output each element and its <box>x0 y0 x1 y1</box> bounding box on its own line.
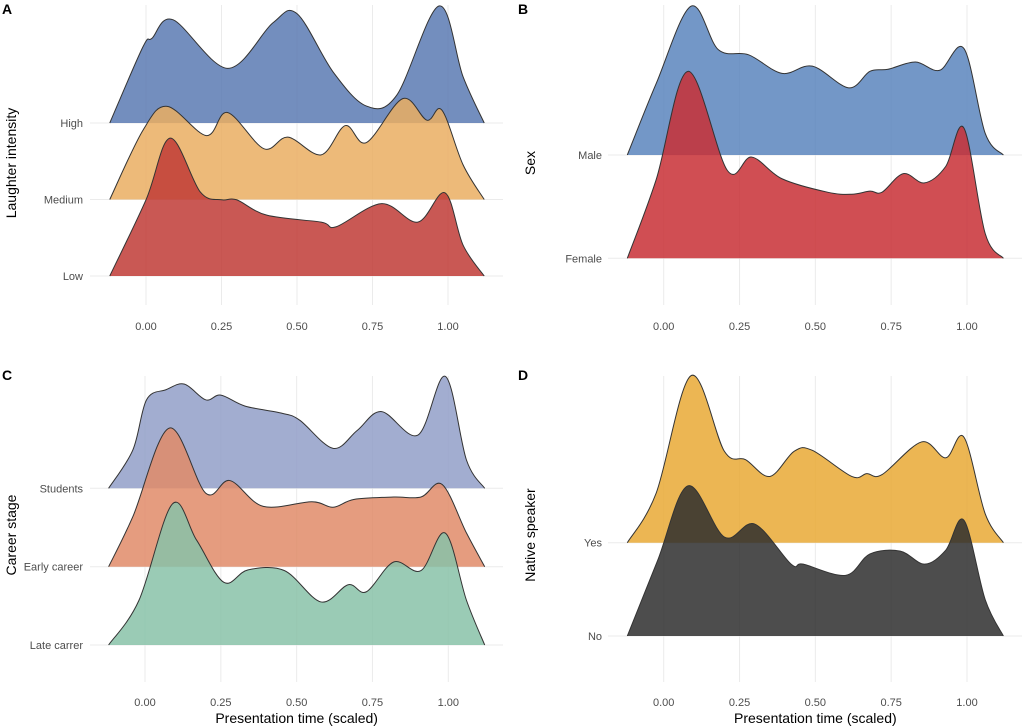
panel-letter: A <box>2 1 12 17</box>
panel-d: Yes No 0.00 0.25 0.50 0.75 1.00 D Native speaker… <box>518 367 1022 726</box>
ridge-fill-students <box>108 376 485 489</box>
y-tick-label: Female <box>565 253 602 265</box>
ridge-fill-late-carrer <box>108 502 485 645</box>
x-tick-label: 0.75 <box>362 321 383 333</box>
ridge-outline <box>108 375 486 489</box>
ridge-fill-low <box>109 138 485 276</box>
ridge-fill-high <box>109 5 485 124</box>
ridge-fill-no <box>627 485 1004 636</box>
x-tick-label: 0.50 <box>286 321 307 333</box>
panel-letter: D <box>518 367 528 383</box>
y-tick-label: Low <box>63 271 83 283</box>
y-axis-title: Native speaker <box>522 488 538 582</box>
panel-letter: B <box>518 1 528 17</box>
ridge-outline <box>626 70 1004 259</box>
x-tick-label: 0.75 <box>880 321 901 333</box>
panel-b: Male Female 0.00 0.25 0.50 0.75 1.00 B Sex <box>518 1 1022 333</box>
y-tick-label: High <box>60 118 83 130</box>
x-tick-label: 1.00 <box>437 321 458 333</box>
x-tick-label: 0.75 <box>362 697 383 709</box>
x-tick-label: 0.25 <box>210 697 231 709</box>
x-tick-label: 0.00 <box>653 321 674 333</box>
x-tick-label: 1.00 <box>438 697 459 709</box>
y-tick-label: Late carrer <box>30 640 84 652</box>
ridge-fill-female <box>627 71 1004 259</box>
y-tick-label: Students <box>40 483 84 495</box>
x-tick-label: 0.25 <box>729 697 750 709</box>
y-axis-title: Career stage <box>3 494 19 575</box>
ridge-outline <box>626 485 1004 637</box>
x-tick-label: 1.00 <box>956 697 977 709</box>
x-tick-label: 0.00 <box>134 697 155 709</box>
ridge-outline <box>108 427 486 567</box>
ridge-fill-yes <box>627 375 1004 543</box>
x-tick-label: 0.50 <box>805 697 826 709</box>
x-tick-label: 0.75 <box>880 697 901 709</box>
ridge-fill-male <box>627 5 1004 156</box>
y-tick-label: Medium <box>44 195 83 207</box>
x-tick-label: 0.50 <box>286 697 307 709</box>
ridge-fill-medium <box>109 98 485 200</box>
x-tick-label: 0.50 <box>805 321 826 333</box>
ridge-outline <box>109 137 485 277</box>
x-axis-title: Presentation time (scaled) <box>734 710 897 726</box>
ridge-outline <box>109 5 485 124</box>
ridge-outline <box>626 375 1004 543</box>
y-tick-label: Yes <box>584 538 602 550</box>
x-tick-label: 0.00 <box>135 321 156 333</box>
x-tick-label: 0.25 <box>211 321 232 333</box>
x-axis-title: Presentation time (scaled) <box>215 710 378 726</box>
ridge-outline <box>109 97 485 200</box>
y-axis-title: Sex <box>522 151 538 175</box>
panel-c: Students Early career Late carrer 0.00 0.25 0… <box>2 367 503 726</box>
ridge-outline <box>626 5 1004 156</box>
ridge-fill-early-career <box>108 427 485 567</box>
x-tick-label: 1.00 <box>956 321 977 333</box>
y-tick-label: Early career <box>24 562 84 574</box>
y-tick-label: Male <box>578 150 602 162</box>
x-tick-label: 0.00 <box>653 697 674 709</box>
panel-a: High Medium Low 0.00 0.25 0.50 0.75 1.00 A Laught… <box>2 1 503 333</box>
panel-letter: C <box>2 367 12 383</box>
x-tick-label: 0.25 <box>729 321 750 333</box>
y-axis-title: Laughter intensity <box>3 108 19 219</box>
y-tick-label: No <box>588 631 602 643</box>
ridge-outline <box>108 501 486 646</box>
